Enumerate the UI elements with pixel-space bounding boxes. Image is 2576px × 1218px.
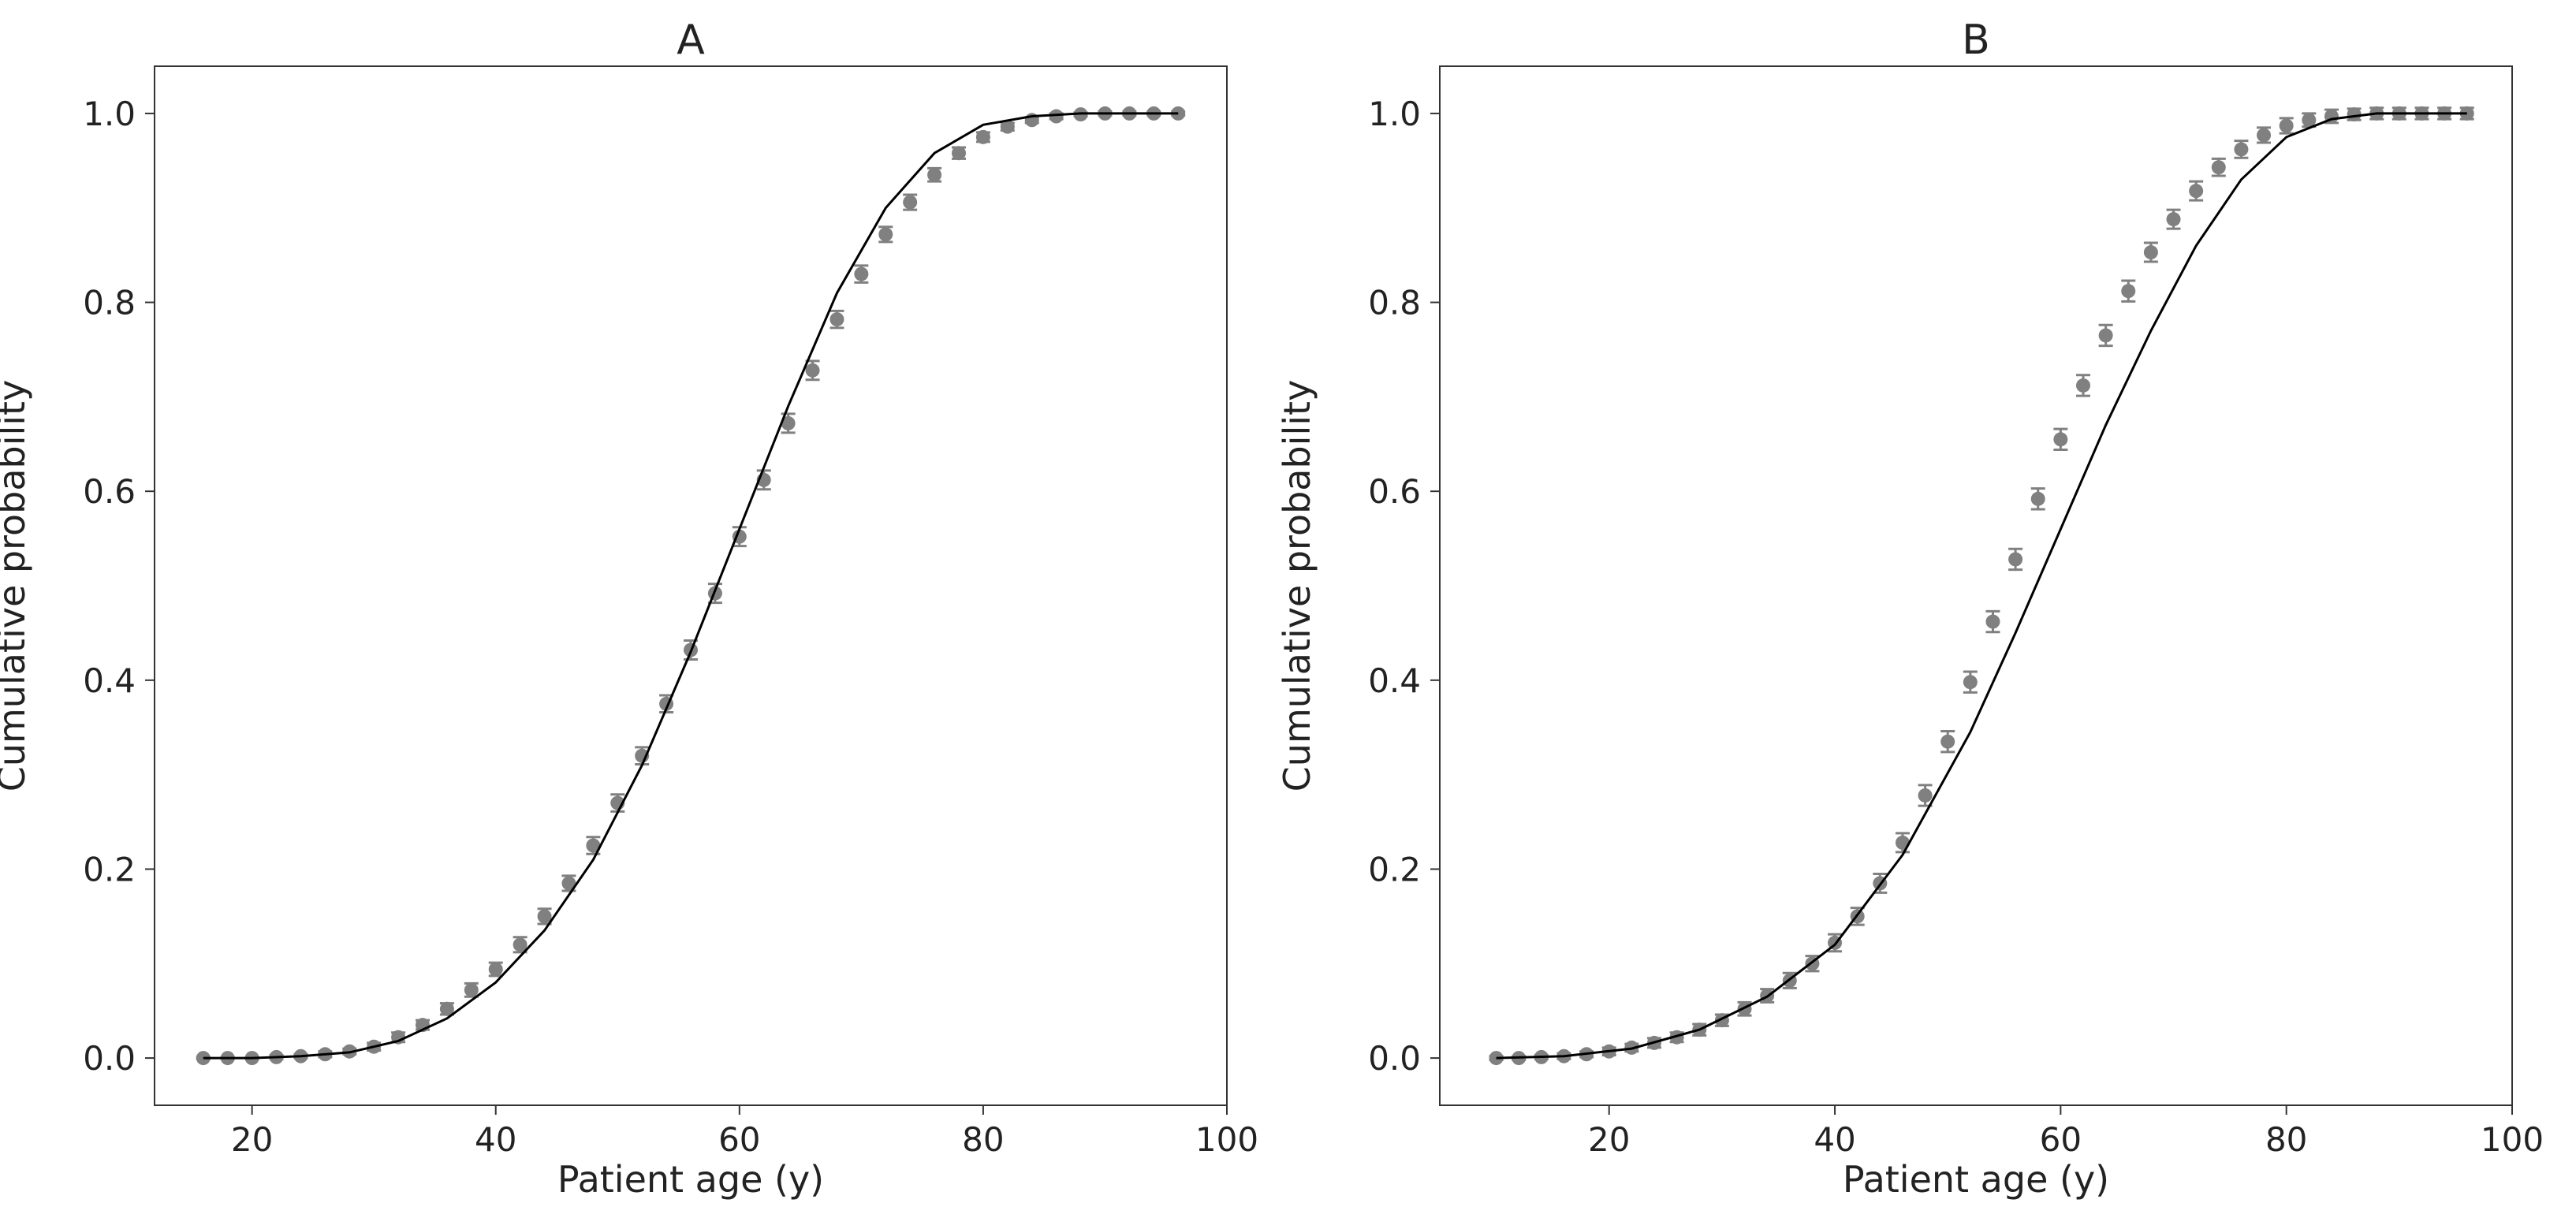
panel-a-x-tick-label: 60	[718, 1120, 760, 1159]
data-point	[1918, 788, 1933, 803]
panel-a: A Patient age (y) Cumulative probability…	[0, 17, 1258, 1201]
data-point	[488, 962, 503, 977]
panel-a-x-tick-label: 100	[1195, 1120, 1258, 1159]
data-point	[781, 415, 796, 430]
panel-b-x-tick-label: 60	[2040, 1120, 2082, 1159]
data-point	[2008, 552, 2023, 567]
data-point	[1049, 109, 1064, 124]
data-point	[1963, 675, 1978, 690]
data-point	[854, 266, 869, 281]
panel-a-y-tick-label: 0.8	[83, 284, 136, 322]
panel-b-y-axis-label: Cumulative probability	[1276, 380, 1318, 792]
panel-a-y-tick-label: 0.6	[83, 472, 136, 511]
data-point	[1000, 119, 1015, 134]
data-point	[2053, 432, 2068, 447]
data-point	[1940, 734, 1955, 749]
data-point	[2189, 184, 2204, 199]
panel-b-y-tick-label: 0.4	[1368, 661, 1421, 700]
data-point	[2076, 378, 2090, 393]
data-point	[829, 312, 844, 327]
data-point	[2302, 113, 2317, 128]
data-point	[2211, 160, 2226, 175]
panel-a-title: A	[677, 17, 705, 64]
panel-a-x-tick-label: 40	[475, 1120, 516, 1159]
data-point	[2121, 284, 2136, 299]
panel-b-x-axis-label: Patient age (y)	[1843, 1158, 2109, 1201]
panel-b-title: B	[1962, 17, 1990, 64]
data-point	[805, 363, 820, 378]
data-point	[878, 227, 893, 242]
panel-b-y-tick-label: 0.6	[1368, 472, 1421, 511]
data-point	[903, 195, 918, 210]
panel-a-x-axis-label: Patient age (y)	[557, 1158, 824, 1201]
data-point	[2143, 245, 2158, 260]
data-point	[975, 129, 990, 144]
data-point	[586, 838, 601, 853]
data-point	[2257, 128, 2272, 143]
panel-b-x-tick-label: 20	[1588, 1120, 1630, 1159]
data-point	[1669, 1030, 1684, 1045]
panel-b-x-tick-label: 100	[2481, 1120, 2544, 1159]
panel-a-y-tick-label: 0.4	[83, 661, 136, 700]
data-point	[2347, 107, 2362, 122]
data-point	[537, 909, 552, 924]
panel-b: B Patient age (y) Cumulative probability…	[1276, 17, 2544, 1201]
data-point	[952, 146, 966, 161]
data-point	[439, 1001, 454, 1016]
data-point	[2166, 212, 2181, 227]
panel-a-y-tick-label: 0.2	[83, 850, 136, 888]
data-point	[2030, 491, 2045, 506]
panel-a-y-axis-label: Cumulative probability	[0, 380, 33, 792]
data-point	[2234, 142, 2249, 157]
panel-b-y-tick-label: 0.2	[1368, 850, 1421, 888]
panel-a-x-tick-label: 80	[962, 1120, 1004, 1159]
panel-b-y-tick-label: 0.8	[1368, 284, 1421, 322]
data-point	[927, 167, 942, 182]
panel-a-plot-frame	[154, 65, 1228, 1106]
data-point	[513, 937, 528, 952]
data-point	[464, 982, 479, 997]
data-point	[561, 876, 576, 891]
panel-a-x-tick-label: 20	[231, 1120, 273, 1159]
data-point	[2459, 106, 2474, 121]
data-point	[1489, 1051, 1504, 1066]
panel-a-fitted-curve	[203, 112, 1179, 1060]
data-point	[2098, 328, 2113, 343]
panel-a-y-tick-label: 0.0	[83, 1039, 136, 1078]
data-point	[1985, 614, 2000, 629]
panel-b-fitted-curve	[1496, 112, 2467, 1060]
data-point	[2279, 118, 2294, 133]
panel-a-y-tick-label: 1.0	[83, 95, 136, 133]
panel-b-plot-frame	[1439, 65, 2513, 1106]
panel-b-x-tick-label: 80	[2265, 1120, 2307, 1159]
panel-b-y-tick-label: 0.0	[1368, 1039, 1421, 1078]
panel-b-x-tick-label: 40	[1814, 1120, 1855, 1159]
panel-b-y-tick-label: 1.0	[1368, 95, 1421, 133]
